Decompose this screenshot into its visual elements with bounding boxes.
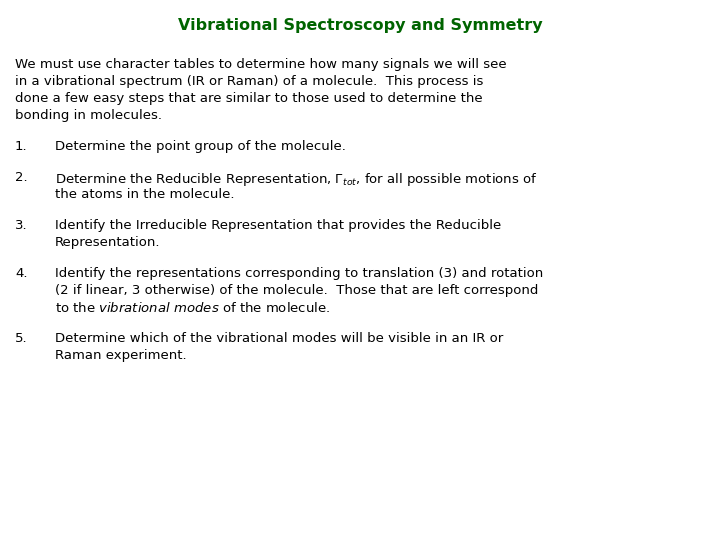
Text: done a few easy steps that are similar to those used to determine the: done a few easy steps that are similar t… (15, 92, 482, 105)
Text: 2.: 2. (15, 171, 27, 184)
Text: the atoms in the molecule.: the atoms in the molecule. (55, 188, 235, 201)
Text: bonding in molecules.: bonding in molecules. (15, 109, 162, 122)
Text: 3.: 3. (15, 219, 27, 232)
Text: We must use character tables to determine how many signals we will see: We must use character tables to determin… (15, 58, 507, 71)
Text: 4.: 4. (15, 267, 27, 280)
Text: Determine the point group of the molecule.: Determine the point group of the molecul… (55, 140, 346, 153)
Text: (2 if linear, 3 otherwise) of the molecule.  Those that are left correspond: (2 if linear, 3 otherwise) of the molecu… (55, 284, 539, 297)
Text: Representation.: Representation. (55, 236, 161, 249)
Text: Determine which of the vibrational modes will be visible in an IR or: Determine which of the vibrational modes… (55, 332, 503, 345)
Text: in a vibrational spectrum (IR or Raman) of a molecule.  This process is: in a vibrational spectrum (IR or Raman) … (15, 75, 483, 88)
Text: 5.: 5. (15, 332, 27, 345)
Text: Determine the Reducible Representation, $\Gamma_{tot}$, for all possible motions: Determine the Reducible Representation, … (55, 171, 537, 188)
Text: Identify the Irreducible Representation that provides the Reducible: Identify the Irreducible Representation … (55, 219, 501, 232)
Text: to the $\mathit{vibrational\ modes}$ of the molecule.: to the $\mathit{vibrational\ modes}$ of … (55, 301, 330, 315)
Text: Raman experiment.: Raman experiment. (55, 349, 186, 362)
Text: Vibrational Spectroscopy and Symmetry: Vibrational Spectroscopy and Symmetry (178, 18, 542, 33)
Text: Identify the representations corresponding to translation (3) and rotation: Identify the representations correspondi… (55, 267, 544, 280)
Text: 1.: 1. (15, 140, 27, 153)
